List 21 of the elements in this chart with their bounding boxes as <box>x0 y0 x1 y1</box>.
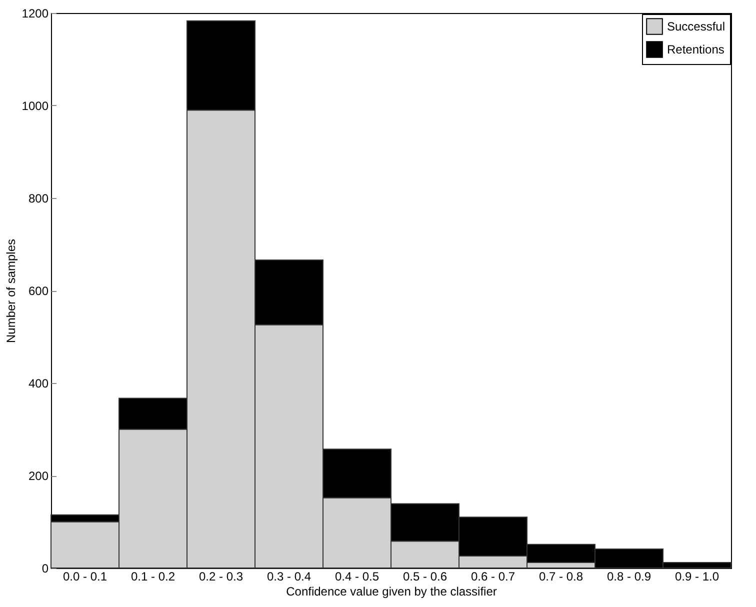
y-tick-label: 400 <box>28 376 49 390</box>
y-tick-label: 0 <box>42 562 49 576</box>
x-tick-label: 0.9 - 1.0 <box>674 570 720 584</box>
x-tick-label: 0.8 - 0.9 <box>606 570 652 584</box>
x-tick-label: 0.6 - 0.7 <box>470 570 516 584</box>
x-tick-label: 0.2 - 0.3 <box>198 570 244 584</box>
y-tick-label: 800 <box>28 192 49 206</box>
legend-label: Retentions <box>667 42 724 56</box>
y-tick-label: 600 <box>28 284 49 298</box>
x-tick-label: 0.4 - 0.5 <box>334 570 380 584</box>
x-tick-label: 0.0 - 0.1 <box>62 570 108 584</box>
legend-label: Successful <box>667 20 726 34</box>
x-axis-title: Confidence value given by the classifier <box>286 584 497 598</box>
x-tick-label: 0.5 - 0.6 <box>402 570 448 584</box>
y-axis-title: Number of samples <box>4 238 18 344</box>
x-tick-label: 0.3 - 0.4 <box>266 570 312 584</box>
x-tick-label: 0.7 - 0.8 <box>538 570 584 584</box>
y-tick-label: 1200 <box>22 6 49 20</box>
x-tick-label: 0.1 - 0.2 <box>130 570 176 584</box>
y-tick-label: 1000 <box>22 99 49 113</box>
y-tick-label: 200 <box>28 469 49 483</box>
